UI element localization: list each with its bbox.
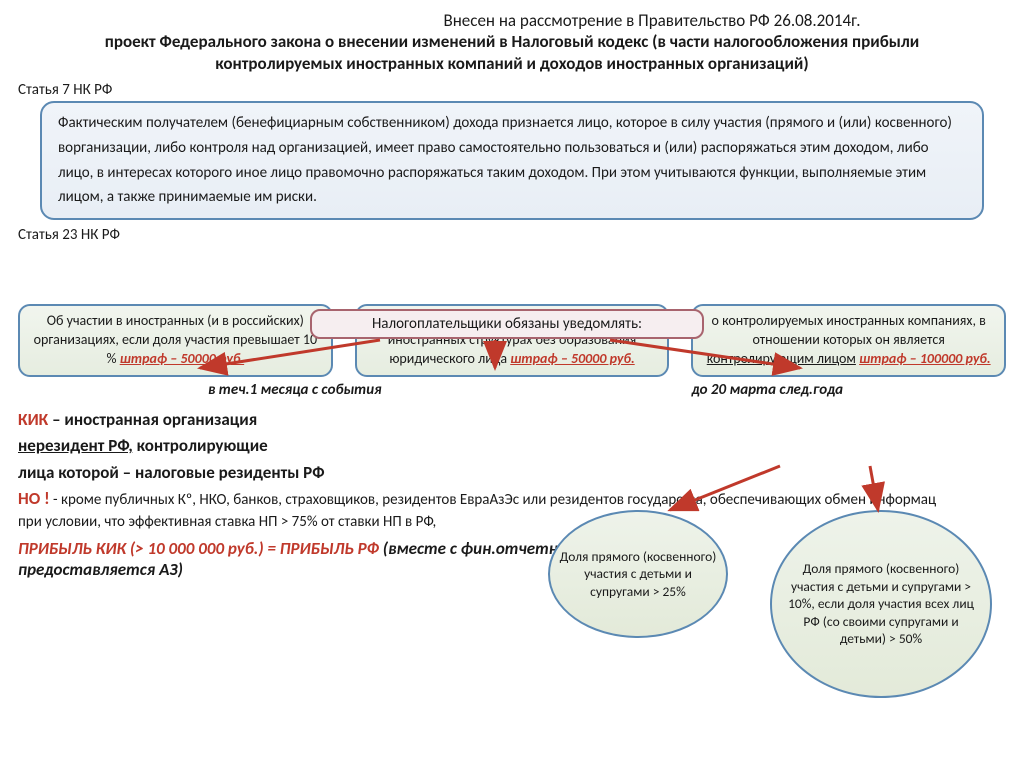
kik-abbr: КИК bbox=[18, 409, 48, 430]
timing-left: в теч.1 месяца с события bbox=[208, 381, 382, 399]
penalty-label: штраф – 100000 руб. bbox=[859, 350, 991, 367]
ellipse-text: Доля прямого (косвенного) участия с деть… bbox=[558, 548, 718, 601]
control-person: контролирующим лицом bbox=[707, 350, 856, 367]
kik-text: контролирующие bbox=[133, 435, 268, 456]
notify-box: Налогоплательщики обязаны уведомлять: bbox=[310, 309, 704, 339]
kik-text: – иностранная организация bbox=[48, 409, 257, 430]
kik-nonresident: нерезидент РФ, bbox=[18, 435, 133, 456]
kik-text: лица которой – налоговые резиденты РФ bbox=[18, 460, 558, 486]
ellipse-10pct: Доля прямого (косвенного) участия с деть… bbox=[770, 510, 992, 698]
timing-right: до 20 марта след.года bbox=[692, 381, 843, 399]
timing-row: в теч.1 месяца с события до 20 марта сле… bbox=[18, 381, 1006, 399]
page-title: проект Федерального закона о внесении из… bbox=[58, 31, 966, 75]
obligation-box-1: Об участии в иностранных (и в российских… bbox=[18, 304, 333, 377]
obligation-box-3: о контролируемых иностранных компаниях, … bbox=[691, 304, 1006, 377]
ellipse-text: Доля прямого (косвенного) участия с деть… bbox=[780, 560, 982, 648]
exceptions-text: - кроме публичных Кº, НКО, банков, страх… bbox=[53, 491, 936, 509]
no-label: НО ! bbox=[18, 488, 50, 509]
profit-red: ПРИБЫЛЬ КИК (> 10 000 000 руб.) = ПРИБЫЛ… bbox=[18, 538, 383, 559]
article23-label: Статья 23 НК РФ bbox=[18, 226, 1006, 244]
obligation-text: о контролируемых иностранных компаниях, … bbox=[712, 312, 986, 348]
penalty-label: штраф – 50000 руб. bbox=[510, 350, 634, 367]
ellipse-25pct: Доля прямого (косвенного) участия с деть… bbox=[548, 510, 728, 638]
penalty-label: штраф – 50000 руб. bbox=[120, 350, 244, 367]
condition-text: при условии, что эффективная ставка НП >… bbox=[18, 513, 436, 531]
beneficiary-definition-box: Фактическим получателем (бенефициарным с… bbox=[40, 101, 984, 220]
kik-definition: КИК – иностранная организация нерезидент… bbox=[18, 407, 558, 486]
article7-label: Статья 7 НК РФ bbox=[18, 81, 1006, 99]
header-date: Внесен на рассмотрение в Правительство Р… bbox=[298, 10, 1006, 31]
